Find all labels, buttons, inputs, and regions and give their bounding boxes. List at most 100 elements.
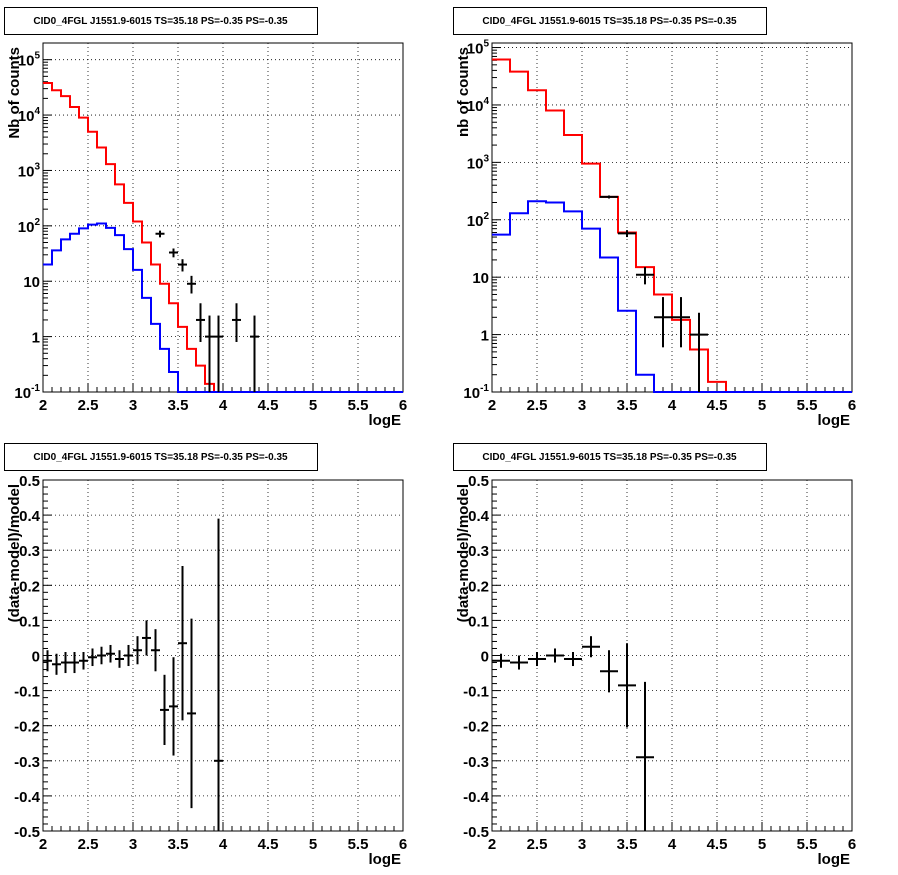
data-point	[151, 629, 160, 672]
chart-title-box: CID0_4FGL J1551.9-6015 TS=35.18 PS=-0.35…	[453, 7, 767, 35]
tick-base: 10	[18, 53, 35, 70]
x-tick-label: 2	[39, 397, 47, 414]
y-tick-label: -0.5	[14, 824, 40, 841]
tick-exponent: 4	[483, 96, 489, 107]
y-tick-label: 0.4	[468, 508, 490, 525]
data-point	[142, 620, 151, 656]
y-tick-label: -0.5	[463, 824, 489, 841]
x-tick-label: 5.5	[348, 397, 369, 414]
data-points	[492, 636, 654, 831]
x-tick-label: 4.5	[707, 397, 728, 414]
y-tick-label: 0.3	[468, 543, 489, 560]
x-tick-label: 5.5	[797, 836, 818, 853]
x-tick-label: 2.5	[78, 836, 99, 853]
title-frame	[4, 7, 318, 35]
data-point	[106, 644, 115, 663]
y-tick-label: 10	[472, 270, 489, 287]
y-tick-label: -0.3	[463, 754, 489, 771]
data-points	[600, 195, 708, 392]
tick-exponent: 5	[483, 39, 489, 50]
tick-exponent: 3	[34, 161, 40, 172]
data-point	[618, 230, 636, 238]
y-tick-label: 102	[467, 211, 490, 230]
data-point	[169, 657, 178, 756]
x-axis: 2 2.5 3 3.5 4 4.5 5 5.5 6	[488, 383, 856, 414]
x-tick-label: 6	[848, 397, 856, 414]
y-tick-label: -0.2	[463, 719, 489, 736]
x-axis: 2 2.5 3 3.5 4 4.5 5 5.5 6	[488, 822, 856, 853]
data-point	[564, 651, 582, 667]
data-point	[600, 650, 618, 693]
x-tick-label: 3.5	[168, 836, 189, 853]
y-tick-label: -0.1	[463, 684, 489, 701]
y-tick-label: 105	[18, 51, 41, 70]
histogram-series-component	[492, 200, 852, 393]
chart-panel-1: CID0_4FGL J1551.9-6015 TS=35.18 PS=-0.35…	[4, 7, 407, 429]
x-tick-label: 2	[488, 397, 496, 414]
x-tick-label: 3.5	[617, 397, 638, 414]
data-point	[232, 303, 241, 342]
chart-title-box: CID0_4FGL J1551.9-6015 TS=35.18 PS=-0.35…	[4, 443, 318, 471]
data-point	[88, 648, 97, 667]
x-tick-label: 4.5	[258, 397, 279, 414]
tick-exponent: 4	[34, 106, 40, 117]
x-tick-label: 5	[309, 397, 317, 414]
y-axis-title: (data-model)/model	[6, 484, 23, 622]
data-point	[546, 648, 564, 663]
data-point	[79, 651, 88, 670]
x-tick-label: 3	[578, 836, 586, 853]
y-tick-label: 105	[467, 39, 490, 58]
title-frame	[453, 7, 767, 35]
x-tick-label: 4	[219, 836, 228, 853]
y-tick-label: -0.4	[14, 789, 41, 806]
x-axis-title: logE	[818, 412, 851, 429]
data-point	[250, 315, 259, 392]
x-tick-label: 4	[668, 397, 677, 414]
tick-base: 10	[18, 163, 35, 180]
chart-panel-2: CID0_4FGL J1551.9-6015 TS=35.18 PS=-0.35…	[453, 7, 856, 429]
x-tick-label: 2.5	[527, 836, 548, 853]
x-tick-label: 3	[129, 836, 137, 853]
tick-base: 10	[463, 385, 480, 402]
data-point	[43, 650, 52, 672]
y-tick-label: 1	[481, 328, 489, 345]
grid	[491, 479, 853, 832]
tick-base: 10	[18, 108, 35, 125]
tick-exponent: -1	[480, 383, 489, 394]
tick-base: 10	[467, 98, 484, 115]
tick-exponent: 5	[34, 51, 40, 62]
y-tick-label: -0.1	[14, 684, 40, 701]
x-tick-label: 2.5	[527, 397, 548, 414]
x-tick-label: 6	[399, 397, 407, 414]
x-tick-label: 3.5	[168, 397, 189, 414]
data-point	[214, 518, 223, 831]
y-tick-label: 10-1	[14, 383, 40, 402]
data-point	[169, 248, 178, 258]
chart-title: CID0_4FGL J1551.9-6015 TS=35.18 PS=-0.35…	[482, 452, 737, 463]
y-tick-label: 0.1	[19, 613, 40, 630]
data-points	[43, 518, 223, 831]
tick-exponent: 2	[34, 217, 40, 228]
title-frame	[4, 443, 318, 471]
tick-exponent: 2	[483, 211, 489, 222]
y-tick-label: 102	[18, 217, 41, 236]
y-axis-title: Nb of counts	[6, 47, 23, 139]
chart-title-box: CID0_4FGL J1551.9-6015 TS=35.18 PS=-0.35…	[453, 443, 767, 471]
chart-title: CID0_4FGL J1551.9-6015 TS=35.18 PS=-0.35…	[33, 452, 288, 463]
y-axis-title: nb of counts	[455, 47, 472, 137]
x-tick-label: 3.5	[617, 836, 638, 853]
y-tick-label: -0.2	[14, 719, 40, 736]
data-point	[205, 315, 214, 392]
tick-base: 10	[14, 385, 31, 402]
data-point	[187, 618, 196, 809]
x-tick-label: 3	[578, 397, 586, 414]
histogram-series-component	[43, 222, 403, 393]
y-tick-label: 0	[32, 649, 40, 666]
x-axis: 2 2.5 3 3.5 4 4.5 5 5.5 6	[39, 822, 407, 853]
data-point	[600, 195, 618, 199]
y-tick-label: 104	[467, 96, 490, 115]
y-tick-label: 0.3	[19, 543, 40, 560]
data-point	[654, 297, 672, 348]
data-point	[97, 646, 106, 665]
x-tick-label: 4.5	[258, 836, 279, 853]
